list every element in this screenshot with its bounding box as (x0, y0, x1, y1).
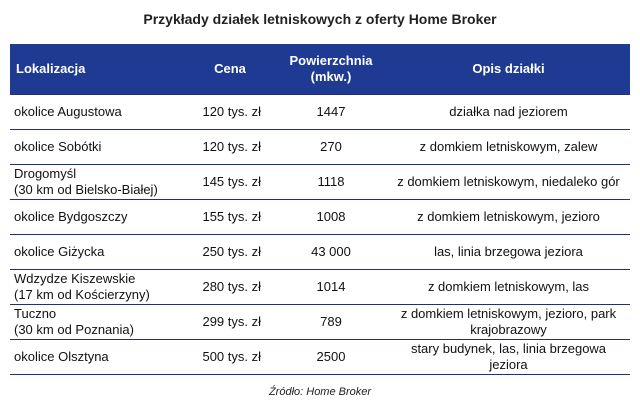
description-cell: z domkiem letniskowym, zalew (387, 129, 630, 165)
location-name: Drogomyśl (14, 166, 77, 181)
header-area-line2: (mkw.) (310, 69, 352, 84)
table-header-row: Lokalizacja Cena Powierzchnia (mkw.) Opi… (10, 44, 630, 95)
location-cell: okolice Giżycka (10, 234, 185, 270)
price-cell: 120 tys. zł (185, 129, 275, 165)
area-cell: 43 000 (275, 234, 387, 270)
description-cell: z domkiem letniskowym, las (387, 269, 630, 305)
table-row: okolice Augustowa 120 tys. zł 1447 działka … (10, 94, 630, 130)
price-value: 299 tys. zł (202, 314, 261, 329)
table-row: Wdzydze Kiszewskie (17 km od Kościerzyny)… (10, 269, 630, 305)
description-cell: z domkiem letniskowym, jezioro (387, 199, 630, 235)
location-cell: Wdzydze Kiszewskie (17 km od Kościerzyny) (10, 269, 185, 305)
description-line1: z domkiem letniskowym, zalew (419, 139, 598, 154)
location-detail: (30 km od Poznania) (14, 322, 134, 337)
price-cell: 299 tys. zł (185, 304, 275, 340)
description-cell: działka nad jeziorem (387, 94, 630, 130)
description-line1: stary budynek, las, linia brzegowa (410, 341, 607, 356)
area-value: 270 (320, 139, 342, 154)
price-cell: 145 tys. zł (185, 164, 275, 200)
description-line2: krajobrazowy (470, 322, 547, 337)
header-location: Lokalizacja (10, 44, 185, 95)
location-cell: okolice Sobótki (10, 129, 185, 165)
location-detail: (17 km od Kościerzyny) (14, 287, 150, 302)
price-value: 155 tys. zł (202, 209, 261, 224)
source-note: Źródło: Home Broker (268, 386, 372, 398)
area-cell: 1118 (275, 164, 387, 200)
price-cell: 500 tys. zł (185, 339, 275, 375)
header-price: Cena (185, 44, 275, 95)
table-row: Drogomyśl (30 km od Bielsko-Białej) 145 ty… (10, 164, 630, 200)
table-row: okolice Bydgoszczy 155 tys. zł 1008 z domki… (10, 199, 630, 235)
price-value: 120 tys. zł (202, 139, 261, 154)
description-line2: jeziora (489, 357, 528, 372)
price-cell: 120 tys. zł (185, 94, 275, 130)
location-cell: Tuczno (30 km od Poznania) (10, 304, 185, 340)
area-value: 1014 (316, 279, 346, 294)
location-cell: okolice Augustowa (10, 94, 185, 130)
price-value: 280 tys. zł (202, 279, 261, 294)
header-area: Powierzchnia (mkw.) (275, 44, 387, 95)
description-line1: z domkiem letniskowym, jezioro, park (400, 306, 617, 321)
location-name: okolice Sobótki (14, 139, 102, 154)
location-name: Tuczno (14, 306, 57, 321)
area-value: 1008 (316, 209, 346, 224)
price-value: 145 tys. zł (202, 174, 261, 189)
location-detail: (30 km od Bielsko-Białej) (14, 182, 158, 197)
description-line1: z domkiem letniskowym, niedaleko gór (397, 174, 620, 189)
description-cell: z domkiem letniskowym, jezioro, park kraj… (387, 304, 630, 340)
description-cell: las, linia brzegowa jeziora (387, 234, 630, 270)
location-name: Wdzydze Kiszewskie (14, 271, 136, 286)
offers-table: Lokalizacja Cena Powierzchnia (mkw.) Opi… (10, 44, 630, 375)
area-cell: 1008 (275, 199, 387, 235)
table-row: okolice Olsztyna 500 tys. zł 2500 stary bud… (10, 339, 630, 375)
area-cell: 789 (275, 304, 387, 340)
area-value: 2500 (316, 349, 346, 364)
area-cell: 1447 (275, 94, 387, 130)
price-value: 500 tys. zł (202, 349, 261, 364)
location-cell: okolice Olsztyna (10, 339, 185, 375)
location-cell: Drogomyśl (30 km od Bielsko-Białej) (10, 164, 185, 200)
price-value: 120 tys. zł (202, 104, 261, 119)
area-cell: 2500 (275, 339, 387, 375)
description-line1: las, linia brzegowa jeziora (434, 244, 583, 259)
description-line1: z domkiem letniskowym, las (427, 279, 590, 294)
location-name: okolice Bydgoszczy (14, 209, 128, 224)
area-value: 789 (320, 314, 342, 329)
header-description: Opis działki (387, 44, 630, 95)
price-cell: 155 tys. zł (185, 199, 275, 235)
price-value: 250 tys. zł (202, 244, 261, 259)
area-value: 1118 (317, 174, 345, 189)
table-title: Przykłady działek letniskowych z oferty … (143, 11, 497, 27)
location-name: okolice Augustowa (14, 104, 122, 119)
price-cell: 250 tys. zł (185, 234, 275, 270)
table-row: okolice Giżycka 250 tys. zł 43 000 las, lin… (10, 234, 630, 270)
table-row: okolice Sobótki 120 tys. zł 270 z domkiem l… (10, 129, 630, 165)
table-row: Tuczno (30 km od Poznania) 299 tys. zł 789 z… (10, 304, 630, 340)
location-name: okolice Giżycka (14, 244, 105, 259)
header-area-line1: Powierzchnia (289, 53, 373, 68)
area-value: 1447 (316, 104, 346, 119)
description-cell: stary budynek, las, linia brzegowa jezior… (387, 339, 630, 375)
location-name: okolice Olsztyna (14, 349, 109, 364)
description-line1: działka nad jeziorem (449, 104, 568, 119)
description-line1: z domkiem letniskowym, jezioro (417, 209, 600, 224)
area-value: 43 000 (311, 244, 351, 259)
price-cell: 280 tys. zł (185, 269, 275, 305)
area-cell: 270 (275, 129, 387, 165)
description-cell: z domkiem letniskowym, niedaleko gór (387, 164, 630, 200)
location-cell: okolice Bydgoszczy (10, 199, 185, 235)
area-cell: 1014 (275, 269, 387, 305)
